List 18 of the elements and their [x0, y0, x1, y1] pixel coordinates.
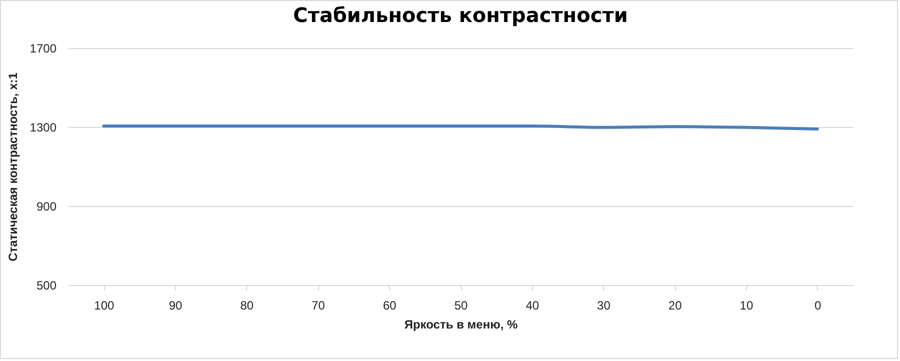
x-tick-label: 50 [454, 298, 468, 312]
x-tick-label: 40 [526, 298, 540, 312]
y-tick-label: 900 [36, 200, 57, 214]
x-tick-label: 30 [597, 298, 611, 312]
y-tick-label: 1700 [30, 42, 57, 56]
x-tick-label: 20 [668, 298, 682, 312]
x-axis-title: Яркость в меню, % [404, 318, 518, 332]
x-tick-label: 10 [740, 298, 754, 312]
chart-title: Стабильность контрастности [293, 3, 628, 27]
y-tick-label: 1300 [30, 120, 57, 134]
x-tick-label: 90 [168, 298, 183, 312]
x-tick-label: 100 [94, 298, 115, 312]
y-axis-title: Статическая контрастность, x:1 [6, 72, 20, 262]
y-tick-label: 500 [36, 278, 57, 292]
x-tick-label: 80 [240, 298, 254, 312]
x-tick-label: 60 [382, 298, 397, 312]
x-tick-label: 0 [814, 298, 822, 312]
x-tick-label: 70 [312, 298, 326, 312]
